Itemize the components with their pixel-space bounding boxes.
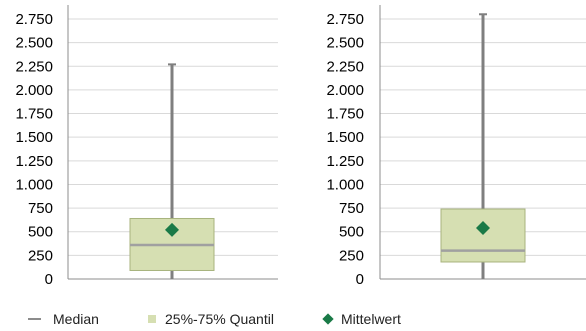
chart1-ytick-label-4: 1.000: [15, 176, 53, 193]
chart2-ytick-label-6: 1.500: [326, 129, 364, 146]
chart1-ytick-label-11: 2.750: [15, 11, 53, 28]
chart2-ytick-label-11: 2.750: [326, 11, 364, 28]
mean-diamond-icon: [322, 313, 334, 325]
chart2-ytick-label-4: 1.000: [326, 176, 364, 193]
legend-item-quartile: 25%-75% Quantil: [148, 311, 274, 327]
chart2-ytick-label-2: 500: [339, 224, 364, 241]
legend-label-median: Median: [53, 311, 99, 327]
chart2-ytick-label-5: 1.250: [326, 153, 364, 170]
chart1-ytick-label-1: 250: [28, 247, 53, 264]
chart1-ytick-label-2: 500: [28, 224, 53, 241]
legend-label-mean: Mittelwert: [341, 311, 401, 327]
chart1-ytick-label-10: 2.500: [15, 35, 53, 52]
legend-item-mean: Mittelwert: [322, 311, 401, 327]
legend-label-quartile: 25%-75% Quantil: [165, 311, 274, 327]
chart1-ytick-label-5: 1.250: [15, 153, 53, 170]
chart2-ytick-label-10: 2.500: [326, 35, 364, 52]
chart1-ytick-label-0: 0: [45, 271, 53, 288]
quartile-square-icon: [148, 315, 156, 323]
chart2-iqr-box: [440, 208, 526, 263]
chart1-ytick-label-3: 750: [28, 200, 53, 217]
chart2-ytick-label-0: 0: [356, 271, 364, 288]
median-line-icon: [28, 318, 41, 320]
chart1-ytick-label-7: 1.750: [15, 106, 53, 123]
chart1-ytick-label-6: 1.500: [15, 129, 53, 146]
chart2-ytick-label-7: 1.750: [326, 106, 364, 123]
chart1-mean-marker: [165, 222, 179, 237]
legend: Median 25%-75% Quantil Mittelwert: [0, 311, 586, 331]
chart1-ytick-label-8: 2.000: [15, 82, 53, 99]
chart1-ytick-label-9: 2.250: [15, 58, 53, 75]
chart2-ytick-label-3: 750: [339, 200, 364, 217]
chart2-ytick-label-1: 250: [339, 247, 364, 264]
chart2-ytick-label-8: 2.000: [326, 82, 364, 99]
legend-item-median: Median: [28, 311, 99, 327]
chart2-mean-marker: [476, 220, 490, 235]
chart2-ytick-label-9: 2.250: [326, 58, 364, 75]
